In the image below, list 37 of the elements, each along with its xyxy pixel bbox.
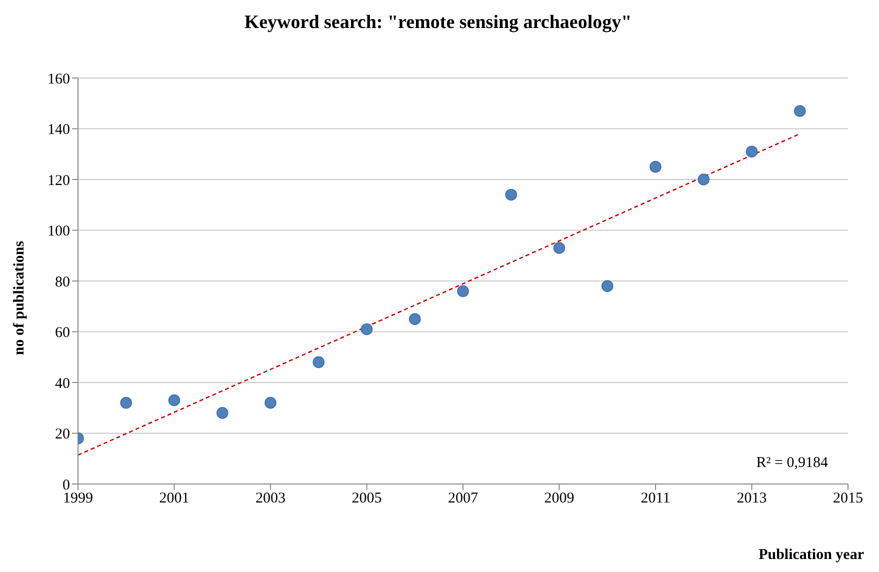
x-tick-label: 2011: [640, 490, 670, 507]
point: [553, 242, 566, 254]
y-tick-label: 60: [55, 325, 70, 342]
point: [505, 188, 518, 201]
point: [601, 280, 614, 292]
x-tick-label: 2009: [544, 490, 574, 507]
y-tick-label: 100: [48, 224, 70, 240]
point: [120, 396, 132, 409]
y-tick-label: 20: [55, 426, 70, 443]
y-tick-label: 80: [55, 274, 70, 290]
x-tick-label: 2003: [256, 490, 286, 507]
annotation: R² = 0,9184: [756, 455, 828, 472]
point: [457, 285, 469, 298]
point: [360, 323, 373, 336]
point: [794, 105, 806, 117]
y-axis-title: no of publications: [12, 240, 28, 356]
y-tick-label: 40: [55, 376, 70, 392]
point: [650, 160, 662, 173]
y-tick-label: 120: [48, 172, 70, 189]
point: [408, 313, 421, 325]
x-tick-label: 2001: [159, 490, 190, 507]
x-tick-label: 1999: [63, 490, 93, 507]
y-tick-label: 140: [48, 122, 70, 138]
point: [264, 396, 276, 409]
x-tick-label: 2005: [352, 490, 382, 507]
chart-title: Keyword search: "remote sensing archaeology": [243, 12, 633, 34]
x-tick-label: 2015: [833, 490, 863, 507]
point: [168, 394, 180, 406]
x-tick-label: 2007: [448, 490, 478, 507]
point: [698, 174, 710, 186]
y-tick-label: 160: [48, 71, 70, 88]
point: [312, 356, 325, 368]
point: [746, 146, 758, 158]
x-tick-label: 2013: [736, 490, 767, 507]
y-tick-label: 0: [62, 477, 70, 494]
point: [216, 407, 228, 419]
x-axis-title: Publication year: [758, 547, 864, 564]
